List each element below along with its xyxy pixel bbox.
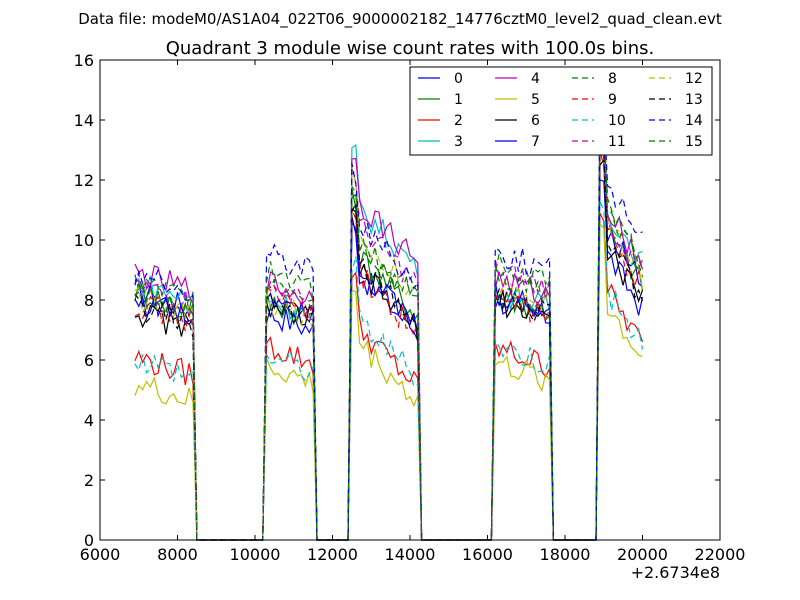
x-tick-label: 16000 xyxy=(462,545,513,564)
y-tick-label: 16 xyxy=(74,51,94,70)
chart-title: Quadrant 3 module wise count rates with … xyxy=(166,38,655,59)
legend-label-4: 4 xyxy=(531,71,540,87)
series-line-10 xyxy=(134,201,644,541)
data-file-label: Data file: modeM0/AS1A04_022T06_90000021… xyxy=(78,10,722,29)
legend-label-13: 13 xyxy=(685,92,703,108)
series-line-3 xyxy=(134,127,643,541)
series-line-7 xyxy=(134,142,643,541)
y-tick-label: 12 xyxy=(74,171,94,190)
series-line-4 xyxy=(134,129,644,541)
series-line-15 xyxy=(134,113,644,541)
legend-label-0: 0 xyxy=(454,71,463,87)
legend-label-11: 11 xyxy=(608,134,626,150)
legend-label-14: 14 xyxy=(685,113,703,129)
legend-label-1: 1 xyxy=(454,92,463,108)
x-tick-label: 18000 xyxy=(540,545,591,564)
y-tick-label: 8 xyxy=(84,291,94,310)
x-tick-label: 20000 xyxy=(617,545,668,564)
series-line-9 xyxy=(134,148,644,541)
series-line-12 xyxy=(134,129,644,541)
series-line-1 xyxy=(134,145,644,541)
series-line-0 xyxy=(134,179,644,541)
y-tick-label: 14 xyxy=(74,111,94,130)
legend-label-8: 8 xyxy=(608,71,617,87)
y-tick-label: 10 xyxy=(74,231,94,250)
legend-box xyxy=(409,66,713,156)
legend-label-9: 9 xyxy=(608,92,617,108)
legend-label-2: 2 xyxy=(454,113,463,129)
y-tick-label: 6 xyxy=(84,351,94,370)
legend-label-12: 12 xyxy=(685,71,703,87)
series-line-5 xyxy=(134,222,643,541)
y-tick-label: 4 xyxy=(84,411,94,430)
series-line-14 xyxy=(134,87,643,541)
x-tick-label: 14000 xyxy=(385,545,436,564)
y-tick-label: 0 xyxy=(84,531,94,550)
series-layer xyxy=(134,87,644,541)
x-offset-label: +2.6734e8 xyxy=(631,563,720,582)
x-tick-label: 6000 xyxy=(80,545,121,564)
axis-ticks: 6000 8000 10000 12000 14000 16000 18000 20000 22… xyxy=(74,51,746,564)
legend-label-5: 5 xyxy=(531,92,540,108)
series-line-8 xyxy=(134,122,644,541)
series-line-13 xyxy=(134,147,644,541)
legend-label-15: 15 xyxy=(685,134,703,150)
x-tick-label: 12000 xyxy=(307,545,358,564)
legend-label-6: 6 xyxy=(531,113,540,129)
series-line-6 xyxy=(134,158,644,541)
x-tick-label: 10000 xyxy=(230,545,281,564)
legend-label-10: 10 xyxy=(608,113,626,129)
x-tick-label: 8000 xyxy=(157,545,198,564)
x-tick-label: 22000 xyxy=(695,545,746,564)
series-line-11 xyxy=(134,128,644,541)
legend-label-3: 3 xyxy=(454,134,463,150)
y-tick-label: 2 xyxy=(84,471,94,490)
legend-label-7: 7 xyxy=(531,134,540,150)
